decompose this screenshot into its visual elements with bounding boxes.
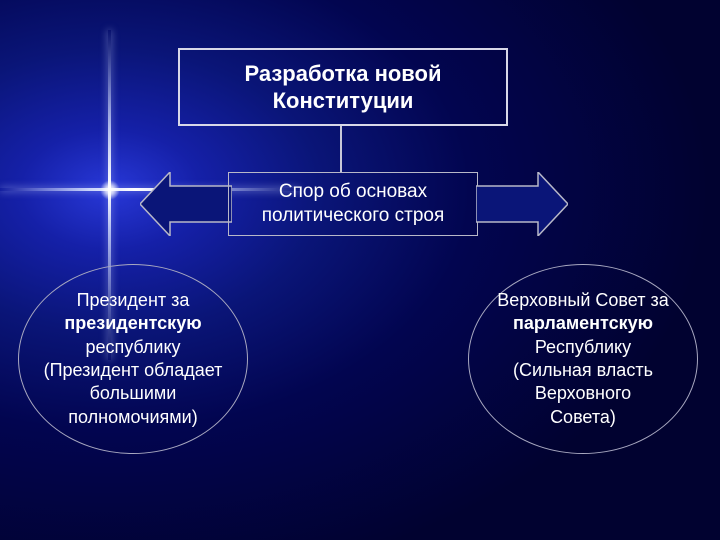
right-line3: Республику — [535, 337, 631, 357]
right-line5: Верховного — [535, 383, 631, 403]
lens-flare-core — [100, 180, 120, 200]
left-line4: (Президент обладает — [44, 360, 223, 380]
left-line6: полномочиями) — [68, 407, 197, 427]
left-line3: республику — [85, 337, 180, 357]
middle-box: Спор об основах политического строя — [228, 172, 478, 236]
arrow-right — [476, 172, 568, 241]
right-line2: парламентскую — [513, 313, 653, 333]
left-line1: Президент за — [77, 290, 190, 310]
middle-line2: политического строя — [262, 205, 445, 226]
title-line1: Разработка новой — [244, 61, 441, 86]
arrow-left-shape — [140, 172, 232, 236]
title-box: Разработка новой Конституции — [178, 48, 508, 126]
connector-line — [340, 126, 342, 172]
arrow-right-shape — [476, 172, 568, 236]
arrow-left — [140, 172, 232, 241]
left-line5: большими — [90, 383, 177, 403]
title-line2: Конституции — [273, 88, 414, 113]
ellipse-left: Президент за президентскую республику (П… — [18, 264, 248, 454]
right-line4: (Сильная власть — [513, 360, 653, 380]
middle-line1: Спор об основах — [279, 181, 427, 202]
ellipse-right: Верховный Совет за парламентскую Республ… — [468, 264, 698, 454]
right-line1: Верховный Совет за — [497, 290, 668, 310]
left-line2: президентскую — [64, 313, 201, 333]
right-line6: Совета) — [550, 407, 616, 427]
